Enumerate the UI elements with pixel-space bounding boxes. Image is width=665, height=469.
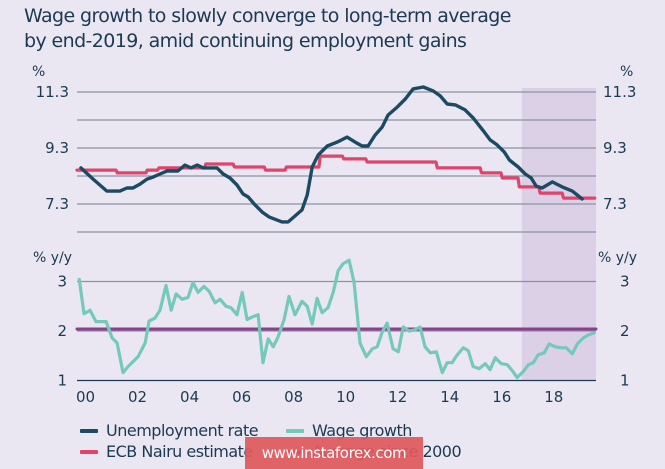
top-ytick-left: 9.3 [45,139,69,157]
series-unemployment-rate [79,85,584,224]
legend-label-wage: Wage growth [312,421,412,440]
xtick-label: 14 [440,388,459,406]
xtick-label: 06 [232,388,251,406]
watermark-link[interactable]: www.instaforex.com [245,437,423,469]
top-ytick-right: 9.3 [603,139,627,157]
top-ytick-right: 11.3 [603,83,636,101]
series-ecb-nairu [75,154,597,200]
legend-item-nairu: ECB Nairu estimate [80,442,253,461]
top-unit-right: % [620,64,633,80]
top-ytick-right: 7.3 [603,195,627,213]
legend-label-unemployment: Unemployment rate [106,421,259,440]
xtick-label: 10 [336,388,355,406]
legend-item-wage: Wage growth [286,421,412,440]
bottom-ytick-right: 1 [620,372,630,390]
forecast-shade [521,88,596,381]
xtick-label: 02 [128,388,147,406]
chart-title: Wage growth to slowly converge to long-t… [24,5,511,52]
bottom-ytick-left: 1 [57,372,67,390]
xtick-label: 00 [76,388,95,406]
legend-swatch-wage [286,428,304,433]
series-wage-growth [77,258,596,380]
bottom-ytick-left: 3 [57,273,67,291]
legend-item-unemployment: Unemployment rate [80,421,259,440]
top-unit-left: % [32,64,45,80]
xtick-label: 16 [492,388,511,406]
xtick-label: 12 [388,388,407,406]
top-ytick-left: 7.3 [45,195,69,213]
bottom-ytick-right: 2 [620,322,630,340]
xtick-label: 18 [544,388,563,406]
bottom-unit-right: % y/y [598,250,637,266]
legend-label-nairu: ECB Nairu estimate [106,442,253,461]
xtick-label: 04 [180,388,199,406]
top-ytick-left: 11.3 [36,83,69,101]
legend-swatch-unemployment [80,428,98,433]
bottom-ytick-left: 2 [57,322,67,340]
bottom-unit-left: % y/y [33,250,72,266]
xtick-label: 08 [284,388,303,406]
legend-swatch-nairu [80,449,98,454]
bottom-ytick-right: 3 [620,273,630,291]
